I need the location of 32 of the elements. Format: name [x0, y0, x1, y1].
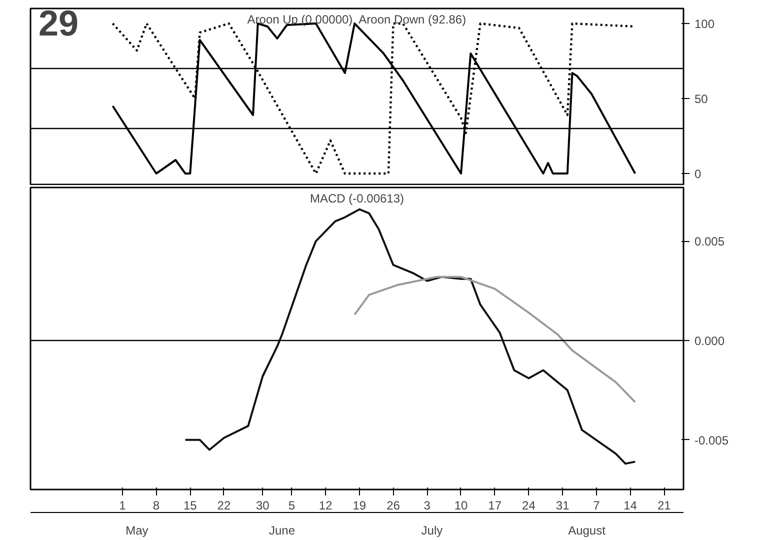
y-tick-label: -0.005 — [694, 433, 729, 448]
x-tick-label: 10 — [454, 498, 468, 512]
x2-tick-label: August — [568, 524, 606, 538]
annotation: 29 — [38, 2, 79, 44]
x-tick-label: 1 — [119, 498, 126, 512]
chart-title: Aroon Up (0.00000), Aroon Down (92.86) — [247, 12, 466, 26]
x-tick-label: 31 — [556, 498, 570, 512]
x-tick-label: 3 — [424, 498, 431, 512]
y-tick-label: 50 — [694, 92, 708, 106]
x-tick-label: 5 — [288, 498, 296, 512]
x2-tick-label: June — [269, 524, 296, 538]
x-tick-label: 8 — [152, 498, 160, 512]
y-tick-label: 0 — [694, 167, 702, 181]
x-tick-label: 12 — [318, 498, 333, 512]
x-tick-label: 26 — [386, 498, 400, 512]
x-tick-label: 24 — [522, 498, 536, 512]
x-tick-label: 7 — [593, 498, 600, 512]
x-tick-label: 15 — [183, 498, 198, 512]
x-tick-label: 14 — [624, 498, 638, 512]
y-tick-label: 100 — [694, 17, 715, 31]
x-tick-label: 21 — [657, 498, 672, 512]
y-tick-label: 0.005 — [694, 234, 725, 249]
line-series — [354, 276, 636, 404]
x2-tick-label: July — [421, 524, 443, 538]
chart-title: MACD (-0.00613) — [310, 192, 404, 206]
x2-tick-label: May — [126, 524, 148, 538]
line-series — [184, 208, 636, 465]
x-tick-label: 30 — [256, 498, 270, 512]
y-tick-label: 0.000 — [694, 334, 725, 348]
x-tick-label: 19 — [352, 498, 366, 512]
x-tick-label: 22 — [217, 498, 231, 512]
x-tick-label: 17 — [488, 498, 502, 512]
